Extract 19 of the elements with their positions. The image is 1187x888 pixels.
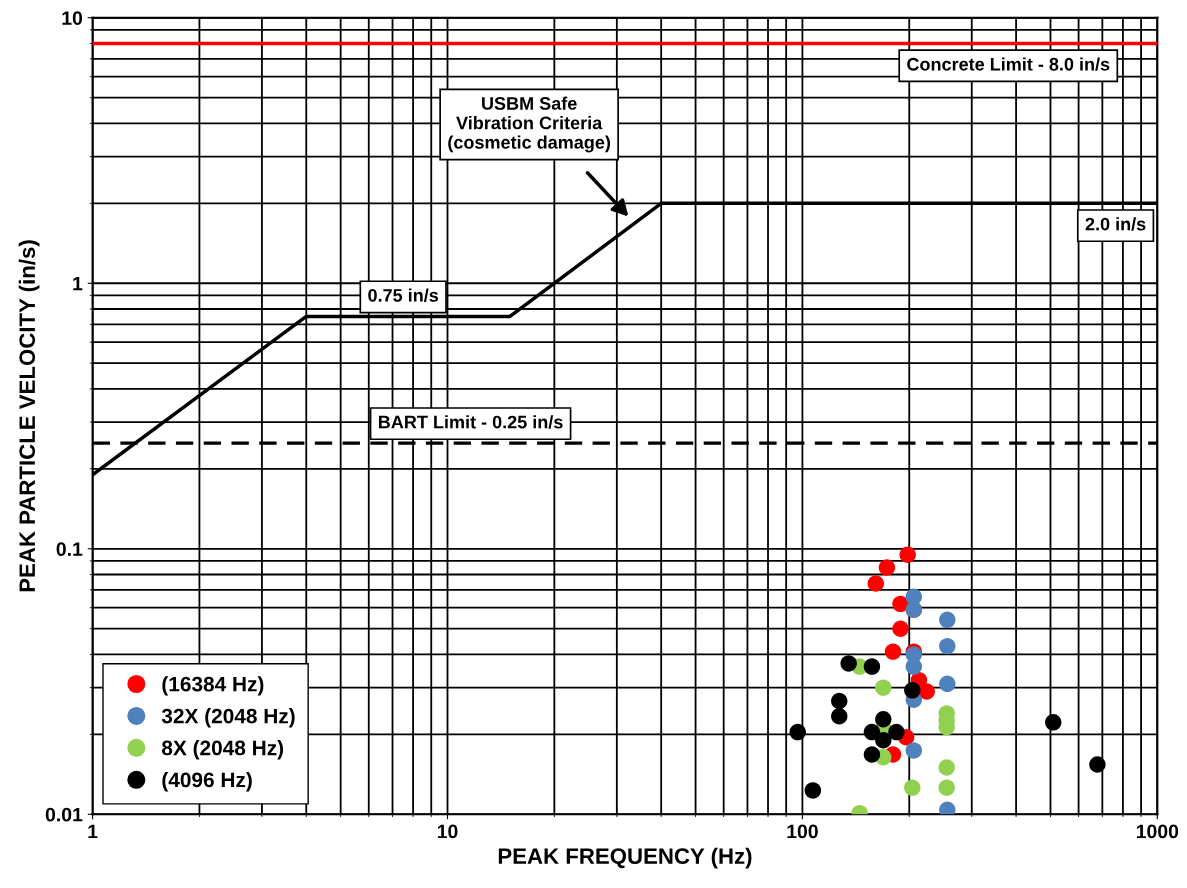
x-tick-label: 1000 xyxy=(1136,824,1179,839)
x-axis-title: PEAK FREQUENCY (Hz) xyxy=(498,847,752,869)
y-tick-label: 10 xyxy=(62,11,83,25)
legend-label: (16384 Hz) xyxy=(162,676,264,696)
annotation: USBM Safe Vibration Criteria (cosmetic damage) xyxy=(448,96,611,153)
x-tick-label: 100 xyxy=(787,824,818,839)
y-tick-label: 0.01 xyxy=(45,807,83,822)
ref-line-label: BART Limit - 0.25 in/s xyxy=(378,415,563,429)
y-axis-title: PEAK PARTICLE VELOCITY (in/s) xyxy=(18,240,40,592)
x-tick-label: 1 xyxy=(88,824,98,839)
ref-line-label: Concrete Limit - 8.0 in/s xyxy=(907,57,1110,71)
y-tick-label: 0.1 xyxy=(56,542,83,557)
annotation: 0.75 in/s xyxy=(368,288,439,302)
y-tick-label: 1 xyxy=(73,276,83,291)
legend-label: 32X (2048 Hz) xyxy=(161,708,295,728)
x-tick-label: 10 xyxy=(437,824,458,839)
legend-label: (4096 Hz) xyxy=(162,771,252,792)
annotation: 2.0 in/s xyxy=(1085,217,1146,231)
legend-label: 8X (2048 Hz) xyxy=(162,740,284,760)
